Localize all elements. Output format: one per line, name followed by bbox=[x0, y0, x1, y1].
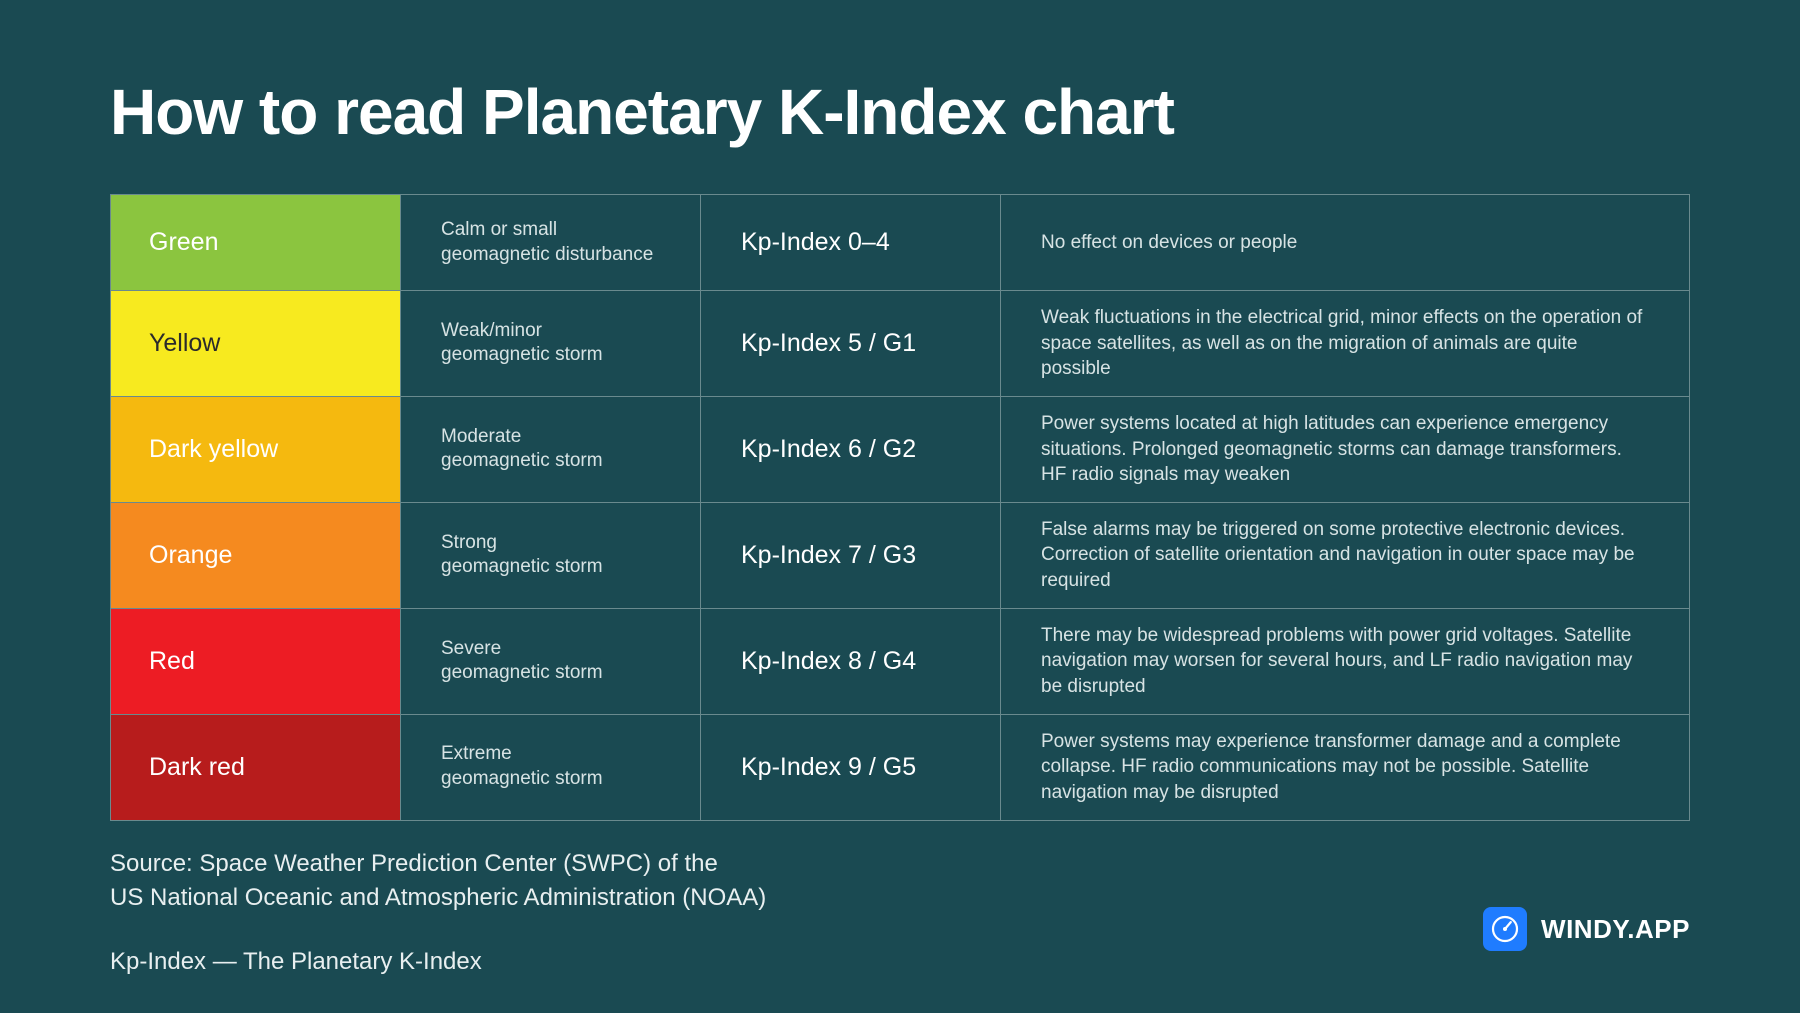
kp-index-footnote: Kp-Index — The Planetary K-Index bbox=[110, 948, 1690, 976]
storm-desc-line2: geomagnetic storm bbox=[441, 343, 678, 368]
storm-description-cell: Weak/minorgeomagnetic storm bbox=[401, 291, 701, 396]
effect-description-cell: Power systems located at high latitudes … bbox=[1001, 397, 1689, 502]
kp-index-value-cell: Kp-Index 9 / G5 bbox=[701, 715, 1001, 820]
kp-index-value-cell: Kp-Index 5 / G1 bbox=[701, 291, 1001, 396]
storm-desc-line2: geomagnetic storm bbox=[441, 661, 678, 686]
color-swatch-cell: Dark yellow bbox=[111, 397, 401, 502]
color-swatch-cell: Red bbox=[111, 609, 401, 714]
storm-desc-line1: Calm or small bbox=[441, 218, 678, 243]
effect-description-cell: There may be widespread problems with po… bbox=[1001, 609, 1689, 714]
effect-description-cell: Weak fluctuations in the electrical grid… bbox=[1001, 291, 1689, 396]
storm-description-cell: Stronggeomagnetic storm bbox=[401, 503, 701, 608]
source-line-1: Source: Space Weather Prediction Center … bbox=[110, 847, 1010, 882]
kp-index-value-cell: Kp-Index 0–4 bbox=[701, 195, 1001, 290]
color-swatch-cell: Dark red bbox=[111, 715, 401, 820]
table-row: RedSeveregeomagnetic stormKp-Index 8 / G… bbox=[111, 609, 1689, 715]
table-row: Dark yellowModerategeomagnetic stormKp-I… bbox=[111, 397, 1689, 503]
effect-description-cell: No effect on devices or people bbox=[1001, 195, 1689, 290]
table-row: GreenCalm or smallgeomagnetic disturbanc… bbox=[111, 195, 1689, 291]
storm-description-cell: Calm or smallgeomagnetic disturbance bbox=[401, 195, 701, 290]
storm-desc-line1: Strong bbox=[441, 531, 678, 556]
brand-badge: WINDY.APP bbox=[1483, 907, 1690, 951]
brand-text: WINDY.APP bbox=[1541, 914, 1690, 945]
storm-desc-line1: Weak/minor bbox=[441, 319, 678, 344]
color-swatch-cell: Yellow bbox=[111, 291, 401, 396]
storm-desc-line2: geomagnetic disturbance bbox=[441, 243, 678, 268]
color-swatch-cell: Green bbox=[111, 195, 401, 290]
kp-index-value-cell: Kp-Index 7 / G3 bbox=[701, 503, 1001, 608]
storm-description-cell: Moderategeomagnetic storm bbox=[401, 397, 701, 502]
source-attribution: Source: Space Weather Prediction Center … bbox=[110, 847, 1010, 917]
storm-description-cell: Extremegeomagnetic storm bbox=[401, 715, 701, 820]
storm-desc-line1: Severe bbox=[441, 637, 678, 662]
effect-description-cell: Power systems may experience transformer… bbox=[1001, 715, 1689, 820]
kp-index-value-cell: Kp-Index 8 / G4 bbox=[701, 609, 1001, 714]
color-swatch-cell: Orange bbox=[111, 503, 401, 608]
table-row: Dark redExtremegeomagnetic stormKp-Index… bbox=[111, 715, 1689, 820]
source-line-2: US National Oceanic and Atmospheric Admi… bbox=[110, 881, 1010, 916]
storm-description-cell: Severegeomagnetic storm bbox=[401, 609, 701, 714]
windy-app-icon bbox=[1483, 907, 1527, 951]
storm-desc-line1: Moderate bbox=[441, 425, 678, 450]
storm-desc-line2: geomagnetic storm bbox=[441, 555, 678, 580]
storm-desc-line2: geomagnetic storm bbox=[441, 767, 678, 792]
storm-desc-line2: geomagnetic storm bbox=[441, 449, 678, 474]
effect-description-cell: False alarms may be triggered on some pr… bbox=[1001, 503, 1689, 608]
table-row: OrangeStronggeomagnetic stormKp-Index 7 … bbox=[111, 503, 1689, 609]
page-title: How to read Planetary K-Index chart bbox=[110, 75, 1690, 149]
storm-desc-line1: Extreme bbox=[441, 742, 678, 767]
kp-index-value-cell: Kp-Index 6 / G2 bbox=[701, 397, 1001, 502]
table-row: YellowWeak/minorgeomagnetic stormKp-Inde… bbox=[111, 291, 1689, 397]
kp-index-table: GreenCalm or smallgeomagnetic disturbanc… bbox=[110, 194, 1690, 821]
